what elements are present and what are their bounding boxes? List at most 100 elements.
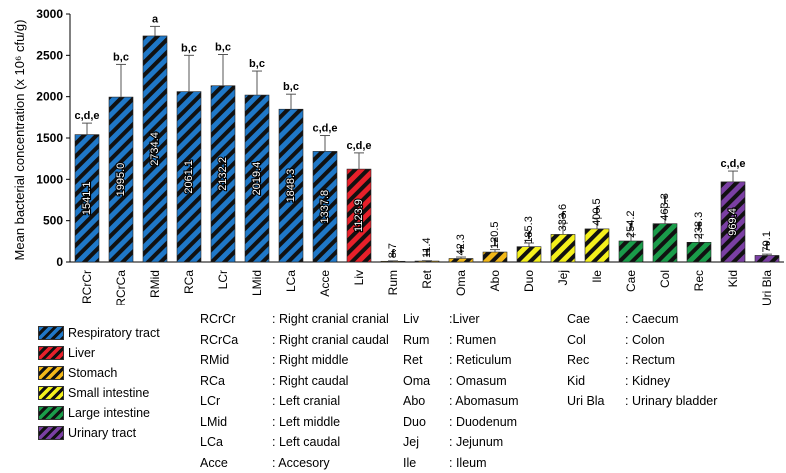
value-label-jej: 333.6	[557, 204, 569, 232]
abbreviation-code: LCr	[200, 391, 272, 412]
abbreviation-code: Liv	[403, 309, 449, 330]
x-tick-label-rcrca: RCrCa	[114, 270, 128, 305]
abbreviation-rcrcr: RCrCr: Right cranial cranial	[200, 309, 389, 330]
abbreviation-rec: Rec: Rectum	[567, 350, 717, 371]
value-label-abo: 120.5	[489, 222, 501, 250]
abbreviation-code: Acce	[200, 453, 272, 473]
legend-item-respiratory-tract: Respiratory tract	[38, 323, 160, 343]
abbreviation-code: Ile	[403, 453, 449, 473]
abbreviation-meaning: : Reticulum	[449, 353, 512, 367]
value-label-cae: 254.2	[625, 210, 637, 238]
value-label-col: 463.3	[659, 193, 671, 221]
significance-lca: b,c	[283, 81, 299, 93]
value-label-duo: 185.3	[523, 216, 535, 244]
x-tick-label-lmid: LMid	[250, 270, 264, 296]
abbreviation-meaning: :Liver	[449, 312, 480, 326]
bar-duo	[517, 247, 541, 262]
abbreviation-code: Ret	[403, 350, 449, 371]
abbreviation-meaning: : Right cranial caudal	[272, 333, 389, 347]
y-tick-label: 1500	[36, 131, 63, 145]
legend-label: Liver	[68, 346, 95, 360]
value-label-rum: 8.7	[387, 243, 399, 258]
value-label-liv: 1123.9	[353, 199, 365, 232]
legend-label: Stomach	[68, 366, 117, 380]
x-tick-label-oma: Oma	[454, 270, 468, 296]
abbreviation-abo: Abo: Abomasum	[403, 391, 518, 412]
x-tick-label-ile: Ile	[590, 270, 604, 283]
abbreviation-col: Col: Colon	[567, 330, 717, 351]
significance-lmid: b,c	[249, 58, 265, 70]
significance-rcrcr: c,d,e	[74, 110, 99, 122]
value-label-uri-bla: 79.1	[761, 231, 773, 252]
legend-item-small-intestine: Small intestine	[38, 383, 160, 403]
significance-kid: c,d,e	[720, 158, 745, 170]
abbreviation-meaning: : Abomasum	[449, 394, 518, 408]
legend-label: Urinary tract	[68, 426, 136, 440]
abbreviation-code: RCa	[200, 371, 272, 392]
legend-swatch	[38, 386, 64, 400]
abbreviation-meaning: : Colon	[625, 333, 665, 347]
x-tick-label-duo: Duo	[522, 270, 536, 292]
x-tick-label-rec: Rec	[692, 270, 706, 291]
x-tick-label-rum: Rum	[386, 270, 400, 295]
abbreviation-code: Rec	[567, 350, 625, 371]
legend-swatch	[38, 406, 64, 420]
abbreviation-meaning: : Duodenum	[449, 415, 517, 429]
legend-item-stomach: Stomach	[38, 363, 160, 383]
x-tick-label-ret: Ret	[420, 269, 434, 288]
bar-rec	[687, 242, 711, 262]
value-label-rca: 2061.1	[183, 160, 195, 194]
abbreviation-meaning: : Rectum	[625, 353, 675, 367]
x-tick-label-rmid: RMid	[148, 270, 162, 298]
abbreviation-ile: Ile: Ileum	[403, 453, 518, 473]
legend-item-large-intestine: Large intestine	[38, 403, 160, 423]
abbreviation-jej: Jej: Jejunum	[403, 432, 518, 453]
abbreviation-oma: Oma: Omasum	[403, 371, 518, 392]
legend-swatch	[38, 346, 64, 360]
x-tick-label-uri-bla: Uri Bla	[760, 270, 774, 305]
abbreviation-meaning: : Left cranial	[272, 394, 340, 408]
bar-chart: Mean bacterial concentration (x 10⁶ cfu/…	[0, 0, 786, 305]
value-label-lcr: 2132.2	[217, 157, 229, 191]
x-tick-label-acce: Acce	[318, 270, 332, 297]
abbreviation-duo: Duo: Duodenum	[403, 412, 518, 433]
value-label-lmid: 2019.4	[251, 162, 263, 196]
y-tick-label: 0	[56, 255, 63, 269]
x-tick-label-rcrcr: RCrCr	[80, 270, 94, 304]
significance-liv: c,d,e	[346, 140, 371, 152]
legend-item-liver: Liver	[38, 343, 160, 363]
x-tick-label-lca: LCa	[284, 270, 298, 292]
abbreviation-meaning: : Left caudal	[272, 435, 340, 449]
abbreviation-acce: Acce: Accesory	[200, 453, 389, 473]
significance-acce: c,d,e	[312, 123, 337, 135]
significance-rcrca: b,c	[113, 51, 129, 63]
abbreviation-meaning: : Right caudal	[272, 374, 348, 388]
abbreviation-rmid: RMid: Right middle	[200, 350, 389, 371]
bar-rum	[381, 261, 405, 262]
value-label-lca: 1848.3	[285, 169, 297, 203]
y-tick-label: 2500	[36, 48, 63, 62]
bar-ret	[415, 261, 439, 262]
y-tick-label: 2000	[36, 90, 63, 104]
legend-item-urinary-tract: Urinary tract	[38, 423, 160, 443]
legend-label: Respiratory tract	[68, 326, 160, 340]
bar-oma	[449, 259, 473, 262]
bar-col	[653, 224, 677, 262]
abbreviation-meaning: : Urinary bladder	[625, 394, 717, 408]
abbreviation-code: Cae	[567, 309, 625, 330]
y-tick-label: 1000	[36, 172, 63, 186]
abbreviation-meaning: : Kidney	[625, 374, 670, 388]
abbreviation-cae: Cae: Caecum	[567, 309, 717, 330]
value-label-kid: 969.4	[727, 208, 739, 236]
abbreviation-meaning: : Left middle	[272, 415, 340, 429]
significance-lcr: b,c	[215, 42, 231, 54]
significance-rca: b,c	[181, 42, 197, 54]
legend-swatch	[38, 326, 64, 340]
abbreviation-code: Oma	[403, 371, 449, 392]
bar-uri-bla	[755, 255, 779, 262]
legend: Respiratory tract Liver Stomach Small intes…	[38, 323, 160, 443]
abbreviation-code: Uri Bla	[567, 391, 625, 412]
abbreviation-meaning: : Rumen	[449, 333, 496, 347]
abbreviation-meaning: : Accesory	[272, 456, 330, 470]
